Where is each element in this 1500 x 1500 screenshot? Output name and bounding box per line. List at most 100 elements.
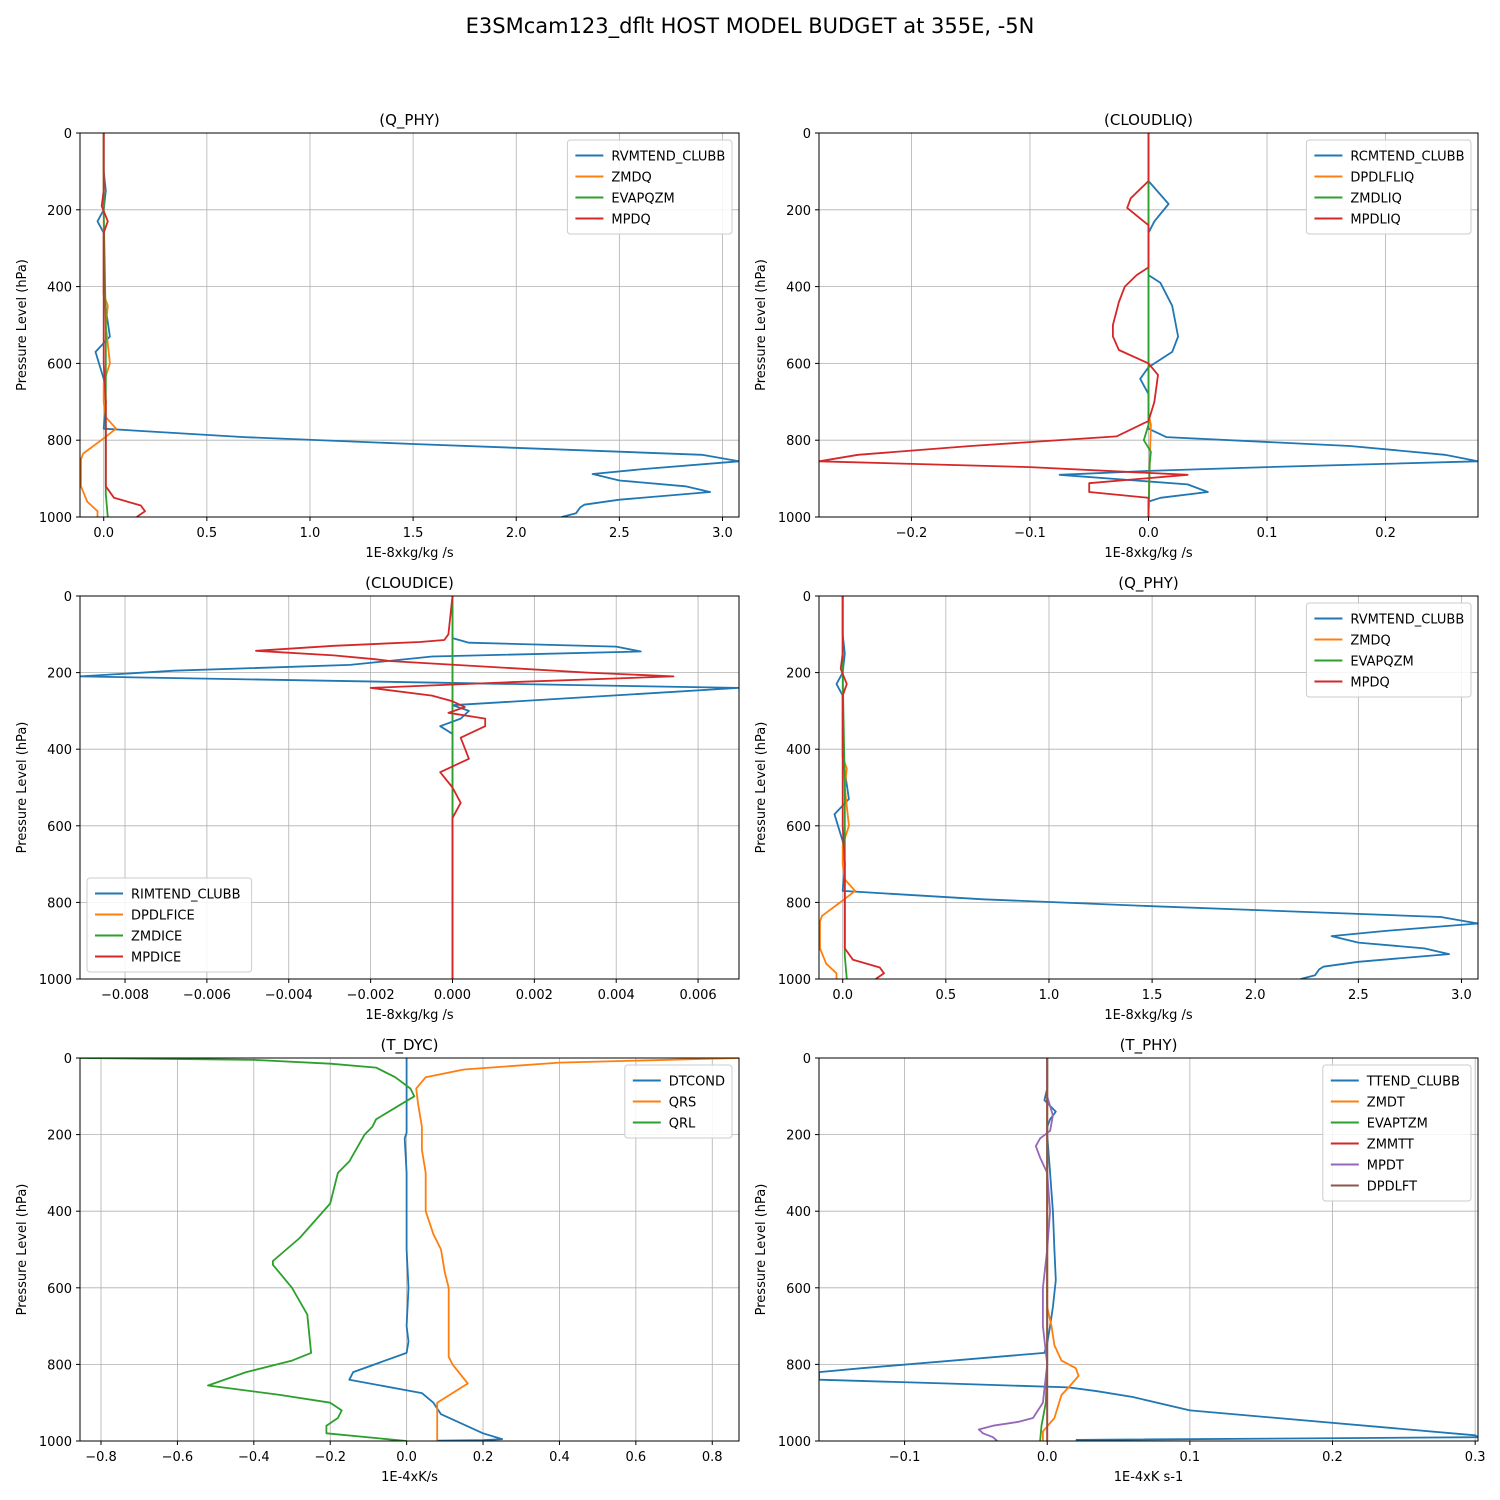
x-tick-label: 0.0 bbox=[1037, 1450, 1058, 1465]
x-axis-label: 1E-4xK s-1 bbox=[1114, 1470, 1184, 1485]
legend-label: ZMDICE bbox=[131, 930, 182, 945]
legend-label: DPDLFLIQ bbox=[1350, 171, 1414, 186]
axes-frame bbox=[818, 595, 1479, 980]
y-axis-label: Pressure Level (hPa) bbox=[15, 259, 30, 391]
x-axis-label: 1E-8xkg/kg /s bbox=[365, 1008, 454, 1023]
series-group bbox=[819, 133, 1478, 517]
x-tick-label: 2.5 bbox=[1348, 988, 1369, 1003]
panel-title: (T_DYC) bbox=[381, 1036, 439, 1055]
legend-label: RCMTEND_CLUBB bbox=[1350, 150, 1464, 165]
legend-box bbox=[566, 139, 733, 235]
legend-label: ZMDQ bbox=[1350, 634, 1390, 649]
x-tick-label: 2.0 bbox=[506, 526, 527, 541]
y-tick-label: 1000 bbox=[778, 1435, 811, 1450]
legend-label: RIMTEND_CLUBB bbox=[131, 888, 241, 903]
y-axis-label: Pressure Level (hPa) bbox=[754, 722, 769, 854]
y-axis-label: Pressure Level (hPa) bbox=[15, 722, 30, 854]
y-tick-label: 200 bbox=[47, 667, 72, 682]
legend-label: DPDLFICE bbox=[131, 909, 195, 924]
x-tick-label: −0.2 bbox=[314, 1450, 346, 1465]
panel-title: (Q_PHY) bbox=[379, 111, 440, 130]
x-tick-label: 0.6 bbox=[626, 1450, 647, 1465]
series-group bbox=[80, 1058, 739, 1441]
y-tick-label: 1000 bbox=[778, 973, 811, 988]
legend-label: ZMDT bbox=[1367, 1096, 1405, 1111]
legend-label: ZMDLIQ bbox=[1350, 192, 1401, 207]
legend-label: DPDLFT bbox=[1367, 1180, 1417, 1195]
series-line-mpdt bbox=[977, 1058, 1054, 1441]
series-group bbox=[80, 596, 739, 979]
x-tick-label: −0.004 bbox=[265, 988, 313, 1003]
legend-label: MPDT bbox=[1367, 1159, 1404, 1174]
legend-box bbox=[624, 1064, 733, 1139]
y-tick-label: 200 bbox=[47, 1129, 72, 1144]
chart-panel-2: −0.2 −0.1 0.0 0.1 0.2 0 200 400 600 800 1000 (CLOUD… bbox=[754, 111, 1479, 561]
series-line-mpdq bbox=[839, 596, 885, 979]
y-tick-label: 600 bbox=[47, 820, 72, 835]
panel-title: (CLOUDLIQ) bbox=[1104, 111, 1193, 129]
x-tick-label: 1.0 bbox=[300, 526, 321, 541]
y-tick-label: 600 bbox=[47, 357, 72, 372]
x-tick-label: −0.006 bbox=[183, 988, 231, 1003]
y-axis-label: Pressure Level (hPa) bbox=[754, 259, 769, 391]
legend-label: ZMMTT bbox=[1367, 1138, 1414, 1153]
y-tick-label: 800 bbox=[47, 434, 72, 449]
series-line-rvmtend_clubb bbox=[833, 596, 1478, 979]
legend-label: MPDLIQ bbox=[1350, 213, 1400, 228]
y-tick-label: 0 bbox=[64, 590, 72, 605]
legend-label: RVMTEND_CLUBB bbox=[611, 150, 725, 165]
series-line-qrl bbox=[80, 1058, 416, 1441]
x-tick-label: 1.5 bbox=[403, 526, 424, 541]
y-tick-label: 400 bbox=[47, 743, 72, 758]
x-tick-label: 0.006 bbox=[679, 988, 716, 1003]
y-tick-label: 600 bbox=[786, 357, 811, 372]
x-tick-label: 3.0 bbox=[712, 526, 733, 541]
series-line-mpdliq bbox=[819, 133, 1189, 517]
x-tick-label: 0.0 bbox=[1138, 526, 1159, 541]
y-tick-label: 800 bbox=[47, 896, 72, 911]
x-tick-label: 0.0 bbox=[832, 988, 853, 1003]
x-tick-label: 3.0 bbox=[1451, 988, 1472, 1003]
legend-label: MPDQ bbox=[1350, 676, 1389, 691]
y-tick-label: 600 bbox=[47, 1282, 72, 1297]
y-tick-label: 400 bbox=[786, 1205, 811, 1220]
x-tick-label: −0.4 bbox=[238, 1450, 270, 1465]
chart-panel-3: −0.008 −0.006 −0.004 −0.002 0.000 0.002 0.004 0… bbox=[15, 574, 740, 1023]
x-tick-label: 2.5 bbox=[609, 526, 630, 541]
y-tick-label: 800 bbox=[786, 434, 811, 449]
x-tick-label: 0.2 bbox=[473, 1450, 494, 1465]
legend-label: TTEND_CLUBB bbox=[1366, 1075, 1460, 1090]
chart-panel-5: −0.8 −0.6 −0.4 −0.2 0.0 0.2 0.4 0.6 0.8 0 200 400 60… bbox=[15, 1036, 740, 1485]
legend-label: EVAPQZM bbox=[1350, 655, 1413, 670]
legend-label: EVAPQZM bbox=[611, 192, 674, 207]
x-axis-label: 1E-8xkg/kg /s bbox=[1104, 1008, 1193, 1023]
y-tick-label: 1000 bbox=[39, 1435, 72, 1450]
series-line-zmdq bbox=[80, 133, 117, 517]
y-tick-label: 200 bbox=[786, 667, 811, 682]
legend-box bbox=[86, 877, 253, 973]
legend-label: QRS bbox=[669, 1096, 697, 1111]
legend-box bbox=[1322, 1064, 1472, 1202]
x-tick-label: 0.4 bbox=[549, 1450, 570, 1465]
x-tick-label: 0.0 bbox=[396, 1450, 417, 1465]
chart-panel-6: −0.1 0.0 0.1 0.2 0.3 0 200 400 600 800 1000 (T_PHY)… bbox=[754, 1036, 1485, 1485]
y-tick-label: 0 bbox=[803, 590, 811, 605]
y-tick-label: 800 bbox=[786, 1358, 811, 1373]
series-group bbox=[80, 133, 739, 517]
y-tick-label: 0 bbox=[803, 1052, 811, 1067]
y-tick-label: 1000 bbox=[39, 511, 72, 526]
x-axis-label: 1E-4xK/s bbox=[381, 1470, 438, 1485]
y-tick-label: 200 bbox=[786, 1129, 811, 1144]
x-tick-label: 0.002 bbox=[516, 988, 553, 1003]
series-line-zmdq bbox=[819, 596, 856, 979]
series-line-zmdt bbox=[1042, 1058, 1080, 1441]
legend-label: RVMTEND_CLUBB bbox=[1350, 613, 1464, 628]
y-tick-label: 600 bbox=[786, 1282, 811, 1297]
legend: RVMTEND_CLUBB ZMDQ EVAPQZM MPDQ bbox=[566, 139, 733, 235]
y-tick-label: 0 bbox=[64, 127, 72, 142]
series-group bbox=[819, 1058, 1478, 1441]
x-tick-label: −0.2 bbox=[896, 526, 928, 541]
y-tick-label: 400 bbox=[786, 281, 811, 296]
chart-panel-4: 0.0 0.5 1.0 1.5 2.0 2.5 3.0 0 200 400 600 800 1000 (Q… bbox=[754, 574, 1479, 1023]
y-tick-label: 200 bbox=[786, 204, 811, 219]
